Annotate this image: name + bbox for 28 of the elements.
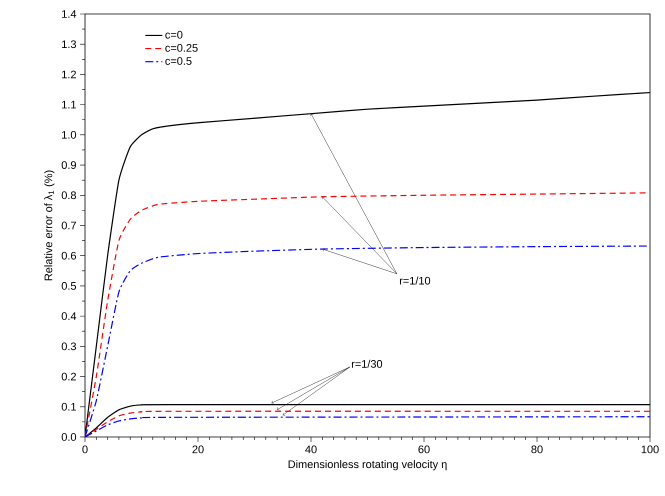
legend-label: c=0.5: [165, 57, 192, 65]
legend-label: c=0.25: [165, 44, 198, 52]
y-tick-label: 1.2: [62, 70, 76, 78]
y-tick-label: 1.1: [62, 100, 76, 108]
y-tick-label: 0.0: [62, 433, 76, 441]
y-tick-label: 0.8: [62, 191, 76, 200]
x-tick-label: 20: [192, 446, 204, 454]
legend-label: c=0: [165, 30, 182, 39]
y-tick-label: 0.7: [62, 222, 76, 230]
y-tick-label: 0.1: [62, 402, 76, 411]
x-axis-title: Dimensionless rotating velocity η: [288, 460, 447, 470]
annotation: r=1/10: [400, 276, 430, 285]
y-tick-label: 1.3: [62, 40, 76, 48]
x-tick-label: 0: [82, 446, 88, 454]
y-tick-label: 0.5: [62, 282, 76, 290]
annotation: r=1/30: [352, 360, 382, 368]
x-tick-label: 100: [642, 446, 659, 454]
x-tick-label: 60: [418, 446, 430, 454]
y-axis-title: Relative error of λ$_{1}$ (%): [44, 170, 54, 280]
y-tick-label: 0.9: [62, 161, 76, 169]
y-tick-label: 0.2: [62, 372, 76, 380]
y-tick-label: 0.3: [62, 342, 76, 350]
x-tick-label: 80: [531, 446, 543, 454]
y-tick-label: 1.4: [62, 10, 76, 18]
y-tick-label: 1.0: [62, 130, 76, 139]
x-tick-label: 40: [305, 446, 317, 454]
y-tick-label: 0.6: [62, 252, 76, 260]
y-tick-label: 0.4: [62, 312, 76, 320]
